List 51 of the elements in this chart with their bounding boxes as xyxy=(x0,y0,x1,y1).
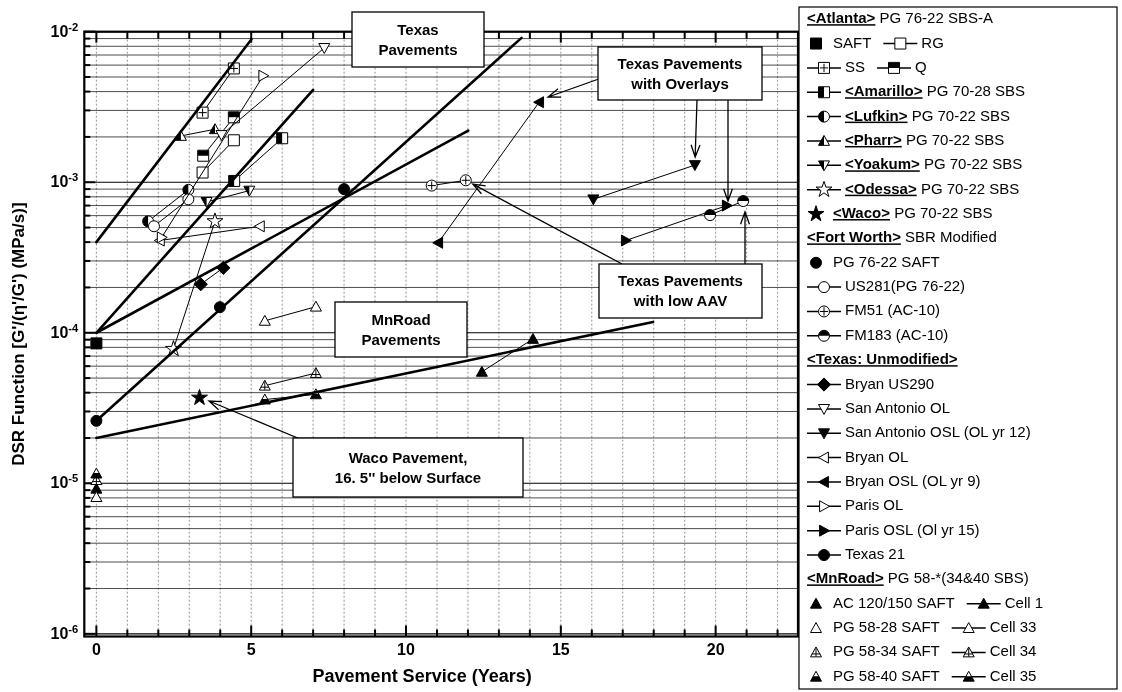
y-tick-label: 10$^{-5}$ xyxy=(50,472,79,492)
y-tick-label: 10$^{-6}$ xyxy=(50,622,79,642)
legend-label: SAFT xyxy=(833,33,872,51)
legend-label: Bryan OL xyxy=(845,447,909,465)
text: <Fort Worth> SBR Modified xyxy=(807,228,997,246)
legend-label: SS xyxy=(845,57,866,75)
legend-label: RG xyxy=(921,33,944,51)
annotation: Texas Pavements xyxy=(378,20,458,58)
annotation: Texas Pavements with Overlays xyxy=(617,54,743,92)
annotation: MnRoad Pavements xyxy=(361,310,441,348)
x-tick-label: 10 xyxy=(397,640,416,658)
legend-label: <Waco> PG 70-22 SBS xyxy=(833,204,993,221)
legend-label: PG 58-28 SAFT xyxy=(833,618,940,636)
annotation: Texas Pavements with low AAV xyxy=(618,272,743,309)
x-axis-title: Pavement Service (Years) xyxy=(312,666,532,686)
legend-label: AC 120/150 SAFT xyxy=(833,593,955,611)
legend-label: PG 58-40 SAFT xyxy=(833,666,940,684)
legend-label: Bryan US290 xyxy=(845,374,935,392)
legend-label: Cell 34 xyxy=(989,642,1037,660)
y-axis-title: DSR Function [G'/(η'/G') (MPa/s)] xyxy=(9,202,28,466)
y-tick-label: 10$^{-4}$ xyxy=(50,321,80,341)
legend-label: Bryan OSL (OL yr 9) xyxy=(845,471,981,489)
x-tick-label: 15 xyxy=(551,640,570,658)
legend-label: <Amarillo> PG 70-28 SBS xyxy=(845,82,1026,100)
legend-label: PG 58-34 SAFT xyxy=(833,642,940,660)
legend-label: Cell 35 xyxy=(989,666,1037,684)
legend-label: FM183 (AC-10) xyxy=(845,325,949,343)
legend-label: <Odessa> PG 70-22 SBS xyxy=(845,179,1020,197)
legend-label: Texas 21 xyxy=(845,545,906,562)
legend-label: Cell 1 xyxy=(1004,593,1044,611)
x-tick-label: 5 xyxy=(246,640,256,658)
text: <Texas: Unmodified> xyxy=(807,350,958,368)
legend-label: Q xyxy=(915,57,927,75)
legend-label: <Pharr> PG 70-22 SBS xyxy=(845,130,1005,148)
y-tick-label: 10$^{-3}$ xyxy=(50,171,79,191)
legend-label: Paris OSL (Ol yr 15) xyxy=(845,520,980,538)
x-tick-label: 0 xyxy=(91,640,101,658)
legend-label: US281(PG 76-22) xyxy=(845,277,966,295)
annotation: Waco Pavement, 16. 5'' below Surface xyxy=(334,448,482,486)
text: <MnRoad> PG 58-*(34&40 SBS) xyxy=(807,569,1029,587)
legend-label: San Antonio OSL (OL yr 12) xyxy=(845,423,1031,441)
x-tick-label: 20 xyxy=(706,640,725,658)
text: <Atlanta> PG 76-22 SBS-A xyxy=(807,9,993,27)
legend-label: FM51 (AC-10) xyxy=(845,301,941,319)
legend-label: San Antonio OL xyxy=(845,398,951,416)
legend-label: <Yoakum> PG 70-22 SBS xyxy=(845,155,1023,173)
legend-label: Paris OL xyxy=(845,496,904,514)
legend-label: Cell 33 xyxy=(989,618,1037,636)
legend-label: PG 76-22 SAFT xyxy=(833,252,940,270)
legend-label: <Lufkin> PG 70-22 SBS xyxy=(845,106,1011,124)
y-tick-label: 10$^{-2}$ xyxy=(50,20,79,40)
